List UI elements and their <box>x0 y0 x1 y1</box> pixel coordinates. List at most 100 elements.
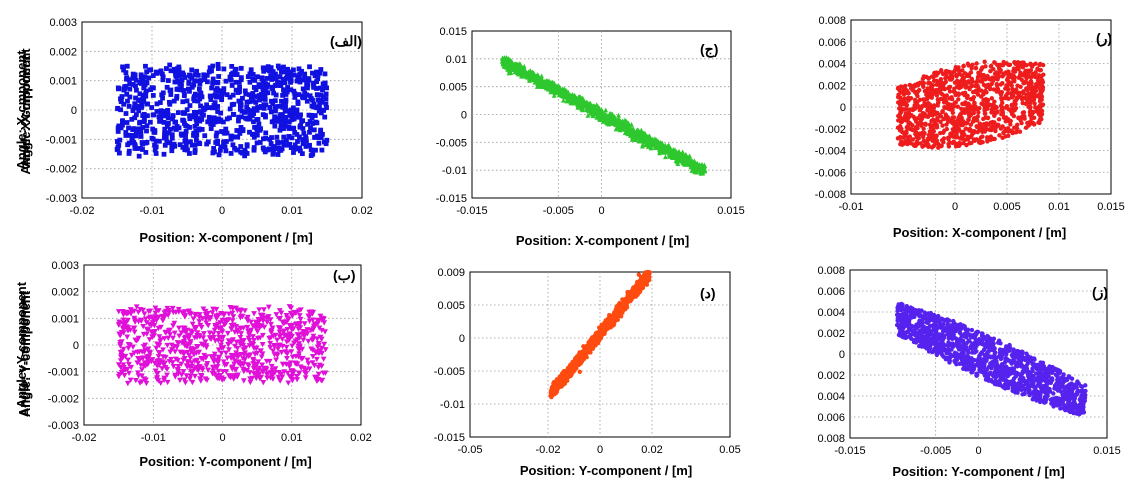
data-point <box>293 373 300 380</box>
data-point <box>253 87 259 93</box>
data-point <box>115 147 121 153</box>
data-point <box>123 130 129 135</box>
data-point <box>239 150 245 156</box>
data-point <box>983 111 988 116</box>
data-point <box>1025 87 1030 93</box>
data-point <box>994 81 999 87</box>
data-point <box>594 114 600 120</box>
data-point <box>287 141 293 147</box>
data-point <box>273 92 279 98</box>
data-point <box>905 141 910 147</box>
data-point <box>617 122 623 128</box>
data-point <box>1007 119 1013 124</box>
data-point <box>152 142 157 148</box>
data-point <box>528 76 534 82</box>
scatter-points <box>895 59 1046 150</box>
data-point <box>597 116 602 121</box>
data-point <box>245 107 251 112</box>
data-point <box>165 115 171 121</box>
data-point <box>1014 129 1019 135</box>
data-point <box>947 77 953 82</box>
data-point <box>160 74 166 80</box>
data-point <box>320 356 327 362</box>
data-point <box>215 347 222 353</box>
data-point <box>203 363 210 369</box>
data-point <box>977 71 982 76</box>
data-point <box>244 314 251 321</box>
data-point <box>297 316 304 323</box>
data-point <box>240 127 246 132</box>
data-point <box>192 373 198 380</box>
data-point <box>257 84 262 89</box>
data-point <box>654 138 659 144</box>
data-point <box>943 75 948 81</box>
data-point <box>927 110 932 116</box>
data-point <box>194 68 200 74</box>
data-point <box>316 140 322 146</box>
data-point <box>920 121 925 127</box>
data-point <box>259 341 266 348</box>
data-point <box>292 91 298 97</box>
x-tick-label: 0.01 <box>281 432 302 444</box>
data-point <box>690 165 696 171</box>
data-point <box>259 91 264 97</box>
data-point <box>907 120 912 126</box>
data-point <box>169 135 175 141</box>
data-point <box>172 79 178 85</box>
data-point <box>317 100 323 106</box>
data-point <box>253 362 260 368</box>
data-point <box>263 365 269 371</box>
data-point <box>980 129 985 134</box>
data-point <box>157 100 163 105</box>
data-point <box>303 144 309 149</box>
data-point <box>279 69 284 75</box>
data-point <box>308 112 314 118</box>
y-tick-label: 0.002 <box>49 46 77 58</box>
data-point <box>297 71 303 77</box>
data-point <box>296 75 302 81</box>
data-point <box>299 118 305 124</box>
data-point <box>275 139 280 145</box>
data-point <box>957 71 962 77</box>
data-point <box>591 108 597 113</box>
data-point <box>1012 98 1018 104</box>
data-point <box>307 129 312 135</box>
data-point <box>218 310 224 317</box>
x-axis-label: Position: X-component / [m] <box>893 225 1066 240</box>
data-point <box>126 148 132 154</box>
data-point <box>675 157 681 163</box>
y-tick-label: 0 <box>73 340 79 352</box>
data-point <box>300 86 306 92</box>
data-point <box>1011 113 1017 119</box>
data-point <box>270 151 276 157</box>
data-point <box>306 112 312 118</box>
data-point <box>251 111 257 117</box>
data-point <box>188 360 195 366</box>
data-point <box>255 74 260 80</box>
data-point <box>187 376 193 382</box>
data-point <box>906 110 911 115</box>
data-point <box>913 104 918 109</box>
y-tick-label: -0.01 <box>442 165 467 177</box>
data-point <box>137 362 144 368</box>
data-point <box>283 92 289 97</box>
x-tick-label: -0.01 <box>139 205 164 217</box>
data-point <box>291 150 296 155</box>
scatter-panel-3: -0.01 0 0.005 0.01 0.0150.0080.0060.0040.002… <box>18 15 1125 240</box>
data-point <box>946 117 951 122</box>
data-point <box>295 114 301 120</box>
data-point <box>1003 115 1009 120</box>
data-point <box>245 353 252 360</box>
data-point <box>137 145 143 151</box>
data-point <box>625 126 631 132</box>
data-point <box>268 321 274 328</box>
data-point <box>937 83 942 89</box>
data-point <box>908 107 913 112</box>
data-point <box>289 117 295 122</box>
data-point <box>1040 102 1046 107</box>
data-point <box>983 77 988 82</box>
data-point <box>914 142 919 147</box>
y-tick-label: -0.001 <box>46 134 77 146</box>
data-point <box>126 103 132 109</box>
data-point <box>983 96 989 102</box>
